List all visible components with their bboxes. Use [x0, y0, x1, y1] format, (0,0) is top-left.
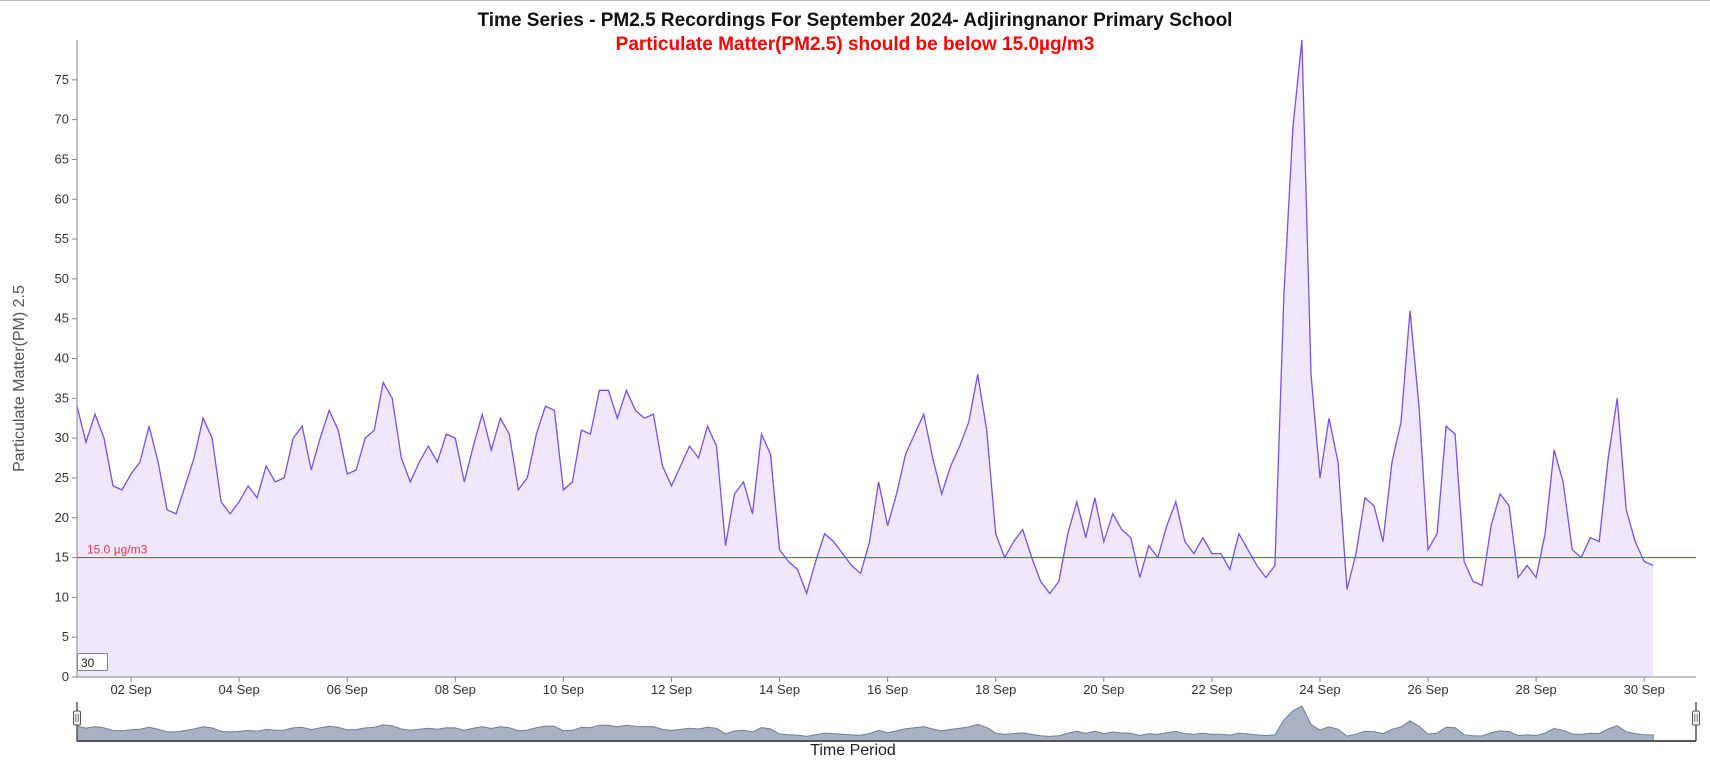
x-tick-label: 30 Sep: [1624, 682, 1665, 697]
x-tick-label: 28 Sep: [1516, 682, 1557, 697]
y-tick-label: 15: [55, 550, 69, 565]
navigator-grip[interactable]: [73, 710, 81, 726]
y-tick-label: 0: [62, 669, 69, 684]
chart-subtitle: Particulate Matter(PM2.5) should be belo…: [615, 34, 1095, 55]
rolling-window-input[interactable]: 30: [77, 653, 108, 671]
y-tick-label: 25: [55, 470, 69, 485]
y-tick-label: 70: [55, 112, 69, 127]
x-tick-label: 08 Sep: [435, 682, 476, 697]
navigator-series: [76, 705, 1654, 742]
x-tick-label: 10 Sep: [543, 682, 584, 697]
x-tick-label: 26 Sep: [1407, 682, 1448, 697]
y-tick-label: 45: [55, 311, 69, 326]
top-rule: [0, 0, 1710, 1]
x-tick-label: 06 Sep: [327, 682, 368, 697]
x-tick-label: 24 Sep: [1299, 682, 1340, 697]
navigator-grip[interactable]: [1692, 710, 1700, 726]
x-axis-label: Time Period: [810, 742, 896, 759]
y-tick-label: 65: [55, 151, 69, 166]
y-tick-label: 40: [55, 351, 69, 366]
y-tick-label: 60: [55, 191, 69, 206]
navigator[interactable]: [73, 702, 1700, 742]
plot-area: 15.0 µg/m3: [76, 39, 1696, 677]
y-tick-label: 35: [55, 390, 69, 405]
y-axis-ticks: 0 5 10 15 20 25 30 35 40 45 50 55 60 65 70 75: [55, 72, 77, 684]
x-tick-label: 04 Sep: [219, 682, 260, 697]
x-tick-label: 14 Sep: [759, 682, 800, 697]
x-tick-label: 22 Sep: [1191, 682, 1232, 697]
chart-title: Time Series - PM2.5 Recordings For Septe…: [477, 10, 1233, 31]
y-tick-label: 55: [55, 231, 69, 246]
x-tick-label: 12 Sep: [651, 682, 692, 697]
y-tick-label: 50: [55, 271, 69, 286]
y-tick-label: 30: [55, 430, 69, 445]
x-tick-label: 20 Sep: [1083, 682, 1124, 697]
x-tick-label: 16 Sep: [867, 682, 908, 697]
y-axis-label: Particulate Matter(PM) 2.5: [11, 285, 28, 472]
series-area-fill: [77, 40, 1654, 677]
y-tick-label: 20: [55, 510, 69, 525]
x-axis-ticks: 02 Sep 04 Sep 06 Sep 08 Sep 10 Sep 12 Sep 14 S…: [110, 677, 1665, 697]
navigator-handle-left[interactable]: [73, 702, 81, 741]
y-tick-label: 5: [62, 629, 69, 644]
x-tick-label: 02 Sep: [110, 682, 151, 697]
y-tick-label: 75: [55, 72, 69, 87]
threshold-label: 15.0 µg/m3: [87, 543, 148, 557]
navigator-handle-right[interactable]: [1692, 702, 1700, 741]
x-tick-label: 18 Sep: [975, 682, 1016, 697]
y-tick-label: 10: [55, 589, 69, 604]
series-line[interactable]: [76, 39, 1654, 596]
